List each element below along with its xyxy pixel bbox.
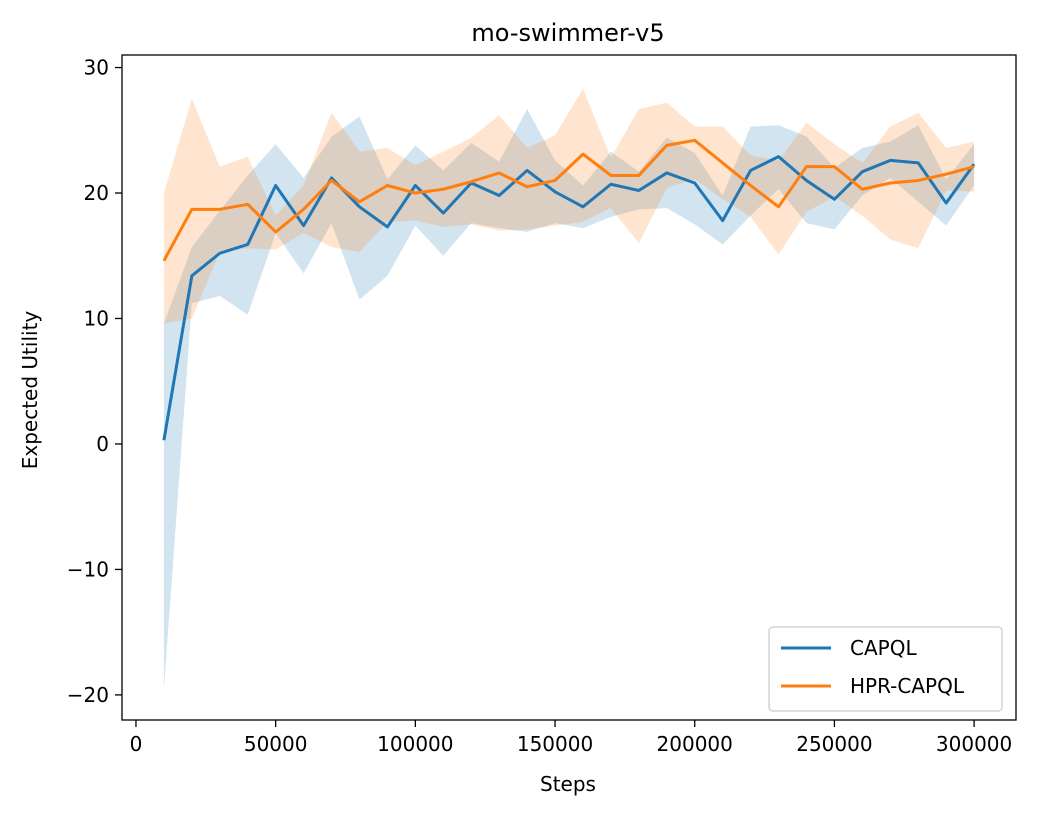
y-tick-label: 0 bbox=[96, 432, 109, 456]
x-tick-label: 50000 bbox=[244, 732, 308, 756]
legend: CAPQL HPR-CAPQL bbox=[768, 626, 1003, 712]
series-lines bbox=[162, 138, 976, 441]
legend-label-hpr-capql: HPR-CAPQL bbox=[850, 674, 965, 698]
legend-label-capql: CAPQL bbox=[850, 636, 917, 660]
plot-frame bbox=[121, 54, 1017, 721]
band-hpr-capql bbox=[163, 88, 975, 324]
x-axis: 0 50000 100000 150000 200000 250000 300000 bbox=[130, 720, 1012, 756]
confidence-bands bbox=[163, 88, 975, 689]
x-tick-label: 150000 bbox=[517, 732, 593, 756]
x-tick-label: 0 bbox=[130, 732, 143, 756]
y-tick-label: 30 bbox=[84, 56, 109, 80]
y-tick-label: −20 bbox=[67, 683, 109, 707]
x-tick-label: 300000 bbox=[936, 732, 1012, 756]
x-tick-label: 200000 bbox=[657, 732, 733, 756]
y-axis: −20 −10 0 10 20 30 bbox=[67, 56, 122, 707]
chart-title: mo-swimmer-v5 bbox=[471, 19, 664, 47]
x-tick-label: 250000 bbox=[796, 732, 872, 756]
y-tick-label: −10 bbox=[67, 557, 109, 581]
x-tick-label: 100000 bbox=[377, 732, 453, 756]
y-axis-label: Expected Utility bbox=[18, 311, 42, 470]
line-hpr-capql bbox=[162, 138, 975, 262]
y-tick-label: 10 bbox=[84, 306, 109, 330]
line-capql bbox=[162, 155, 976, 441]
x-axis-label: Steps bbox=[540, 772, 596, 796]
y-tick-label: 20 bbox=[84, 181, 109, 205]
band-capql bbox=[163, 108, 975, 689]
